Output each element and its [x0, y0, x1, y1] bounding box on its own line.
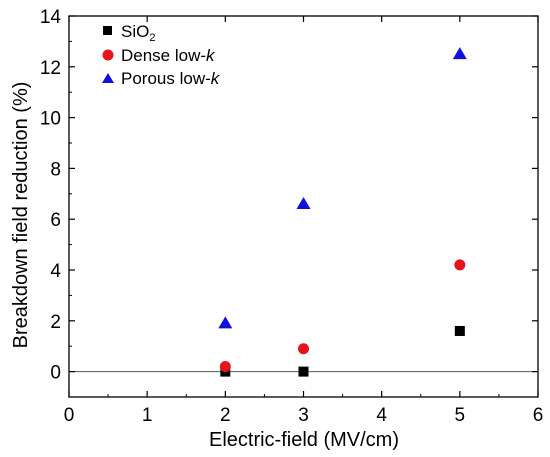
- y-tick-label: 2: [50, 312, 61, 333]
- x-tick-label: 5: [455, 405, 466, 426]
- y-tick-label: 4: [50, 261, 61, 282]
- data-point-sio2: [454, 325, 465, 336]
- legend-label-dense: Dense low-k: [121, 46, 216, 65]
- y-tick-label: 0: [50, 363, 61, 384]
- data-point-dense-low-k: [219, 361, 231, 373]
- legend: SiO2 Dense low-k Porous low-k: [102, 22, 221, 88]
- data-point-porous-low-k: [452, 47, 467, 60]
- legend-marker-porous: [102, 73, 114, 83]
- x-tick-label: 6: [533, 405, 544, 426]
- data-point-porous-low-k: [218, 316, 233, 329]
- y-axis-title: Breakdown field reduction (%): [10, 82, 32, 349]
- y-tick-label: 8: [50, 159, 61, 180]
- y-tick-label: 10: [40, 109, 61, 130]
- x-axis-title: Electric-field (MV/cm): [209, 429, 399, 451]
- x-tick-label: 0: [64, 405, 75, 426]
- x-tick-label: 2: [220, 405, 231, 426]
- y-tick-label: 6: [50, 210, 61, 231]
- legend-marker-dense: [102, 49, 114, 61]
- data-points: [218, 47, 467, 377]
- x-tick-label: 3: [298, 405, 309, 426]
- legend-label-sio2: SiO2: [121, 22, 155, 44]
- data-point-dense-low-k: [298, 343, 309, 355]
- legend-marker-sio2: [103, 26, 112, 35]
- data-point-dense-low-k: [454, 259, 466, 271]
- y-tick-label: 12: [40, 58, 61, 79]
- data-point-porous-low-k: [296, 196, 311, 209]
- y-tick-label: 14: [40, 7, 62, 28]
- legend-label-porous: Porous low-k: [121, 69, 221, 88]
- x-tick-label: 1: [142, 405, 153, 426]
- data-point-sio2: [298, 366, 309, 377]
- x-tick-label: 4: [376, 405, 387, 426]
